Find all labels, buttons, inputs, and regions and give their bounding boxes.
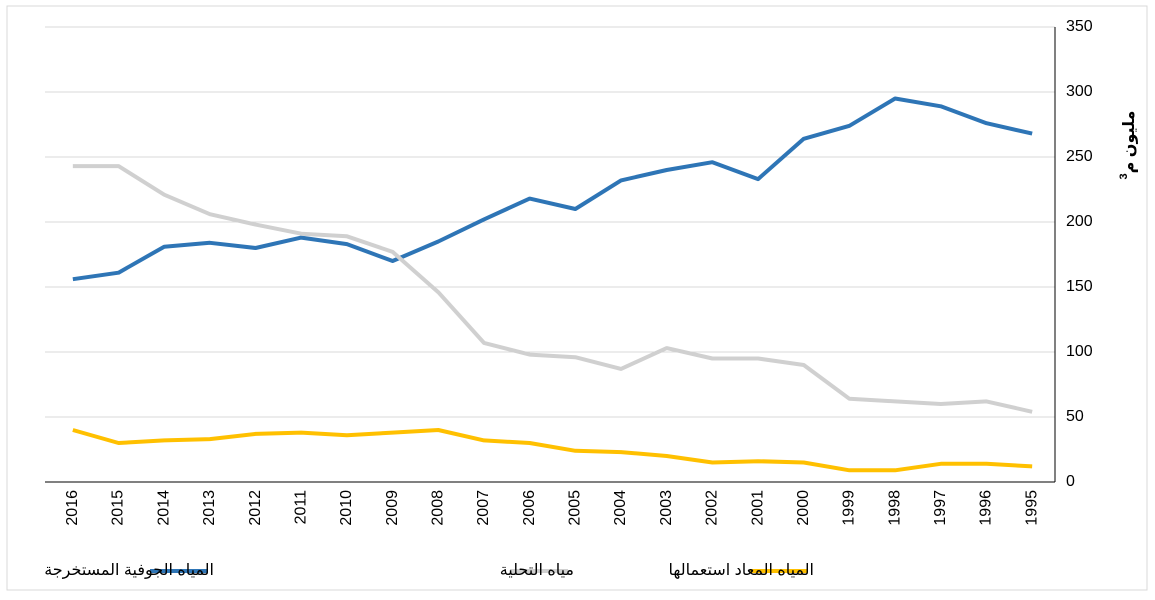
x-tick-label: 2010 (338, 490, 355, 526)
x-tick-label: 1995 (1023, 490, 1040, 526)
x-tick-label: 2011 (292, 490, 309, 525)
x-tick-label: 2016 (64, 490, 81, 526)
y-axis-label: مليون م3 (1118, 111, 1138, 180)
legend-label: مياه التحلية (500, 562, 574, 579)
legend-label: المياه المعاد استعمالها (669, 562, 814, 580)
y-tick-label: 100 (1066, 343, 1093, 360)
legend-label: المياه الجوفية المستخرجة (44, 562, 214, 580)
y-tick-label: 50 (1066, 408, 1084, 425)
x-tick-label: 2005 (567, 490, 584, 526)
x-tick-label: 2002 (704, 490, 721, 526)
y-axis-label-main: مليون م (1121, 111, 1138, 174)
x-tick-label: 2003 (658, 490, 675, 526)
x-tick-label: 2006 (521, 490, 538, 526)
y-tick-label: 200 (1066, 213, 1093, 230)
x-tick-label: 2015 (110, 490, 127, 526)
x-tick-label: 1997 (932, 490, 949, 526)
series-line (72, 164, 1033, 414)
x-tick-label: 2007 (475, 490, 492, 526)
x-tick-label: 2012 (247, 490, 264, 526)
x-tick-label: 2013 (201, 490, 218, 526)
x-tick-label: 1996 (978, 490, 995, 526)
x-tick-label: 2009 (384, 490, 401, 526)
y-tick-label: 300 (1066, 83, 1093, 100)
y-tick-label: 350 (1066, 18, 1093, 35)
y-tick-label: 250 (1066, 148, 1093, 165)
chart-frame (6, 5, 1148, 591)
x-tick-label: 1998 (886, 490, 903, 526)
y-tick-label: 0 (1066, 473, 1075, 490)
x-tick-label: 2014 (155, 490, 172, 526)
series-line (72, 428, 1033, 473)
y-axis-label-sup: 3 (1118, 173, 1130, 179)
x-tick-label: 2001 (749, 490, 766, 526)
x-tick-label: 2008 (430, 490, 447, 526)
series-line (72, 96, 1033, 282)
x-tick-label: 1999 (841, 490, 858, 526)
x-tick-label: 2000 (795, 490, 812, 526)
x-tick-label: 2004 (612, 490, 629, 526)
y-tick-label: 150 (1066, 278, 1093, 295)
